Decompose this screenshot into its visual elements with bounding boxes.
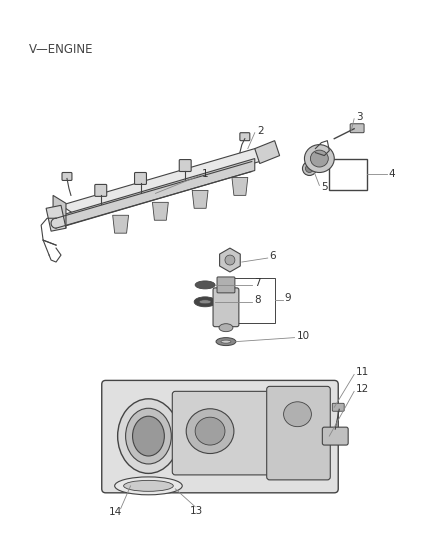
Ellipse shape xyxy=(195,281,215,289)
FancyBboxPatch shape xyxy=(322,427,348,445)
Polygon shape xyxy=(219,248,240,272)
FancyBboxPatch shape xyxy=(332,403,344,411)
Ellipse shape xyxy=(219,324,233,332)
FancyBboxPatch shape xyxy=(217,277,235,293)
Ellipse shape xyxy=(199,300,211,304)
Text: 5: 5 xyxy=(321,182,328,192)
Text: V—ENGINE: V—ENGINE xyxy=(29,43,94,56)
Text: 2: 2 xyxy=(257,126,263,136)
Polygon shape xyxy=(61,158,255,227)
Text: 1: 1 xyxy=(202,169,209,180)
Ellipse shape xyxy=(126,408,171,464)
Ellipse shape xyxy=(115,477,182,495)
FancyBboxPatch shape xyxy=(240,133,250,141)
Ellipse shape xyxy=(186,409,234,454)
Polygon shape xyxy=(46,205,66,231)
Ellipse shape xyxy=(305,165,314,173)
Polygon shape xyxy=(113,215,129,233)
Polygon shape xyxy=(152,203,168,220)
Polygon shape xyxy=(232,177,248,196)
Text: 12: 12 xyxy=(356,384,369,394)
Ellipse shape xyxy=(225,255,235,265)
Ellipse shape xyxy=(195,417,225,445)
Polygon shape xyxy=(53,196,66,228)
FancyBboxPatch shape xyxy=(213,288,239,327)
FancyBboxPatch shape xyxy=(179,159,191,172)
Polygon shape xyxy=(61,149,270,215)
Ellipse shape xyxy=(133,416,164,456)
Text: 7: 7 xyxy=(254,278,261,288)
Text: 11: 11 xyxy=(356,367,369,377)
Polygon shape xyxy=(192,190,208,208)
FancyBboxPatch shape xyxy=(62,173,72,181)
Text: 8: 8 xyxy=(254,295,261,305)
Polygon shape xyxy=(255,141,279,164)
Ellipse shape xyxy=(283,402,311,426)
Text: 6: 6 xyxy=(270,251,276,261)
FancyBboxPatch shape xyxy=(172,391,273,475)
FancyBboxPatch shape xyxy=(102,381,338,493)
FancyBboxPatch shape xyxy=(134,173,146,184)
Ellipse shape xyxy=(118,399,179,473)
Text: 3: 3 xyxy=(356,112,363,122)
Ellipse shape xyxy=(124,480,173,491)
Ellipse shape xyxy=(303,161,316,175)
Ellipse shape xyxy=(304,144,334,173)
FancyBboxPatch shape xyxy=(350,124,364,133)
FancyBboxPatch shape xyxy=(267,386,330,480)
FancyBboxPatch shape xyxy=(95,184,107,196)
Text: 10: 10 xyxy=(297,330,310,341)
Ellipse shape xyxy=(311,150,328,167)
Text: 9: 9 xyxy=(285,293,291,303)
Ellipse shape xyxy=(194,297,216,307)
Text: 14: 14 xyxy=(109,507,122,516)
Ellipse shape xyxy=(221,340,231,343)
Text: 13: 13 xyxy=(190,506,203,516)
Ellipse shape xyxy=(216,337,236,345)
Text: 4: 4 xyxy=(389,169,396,180)
